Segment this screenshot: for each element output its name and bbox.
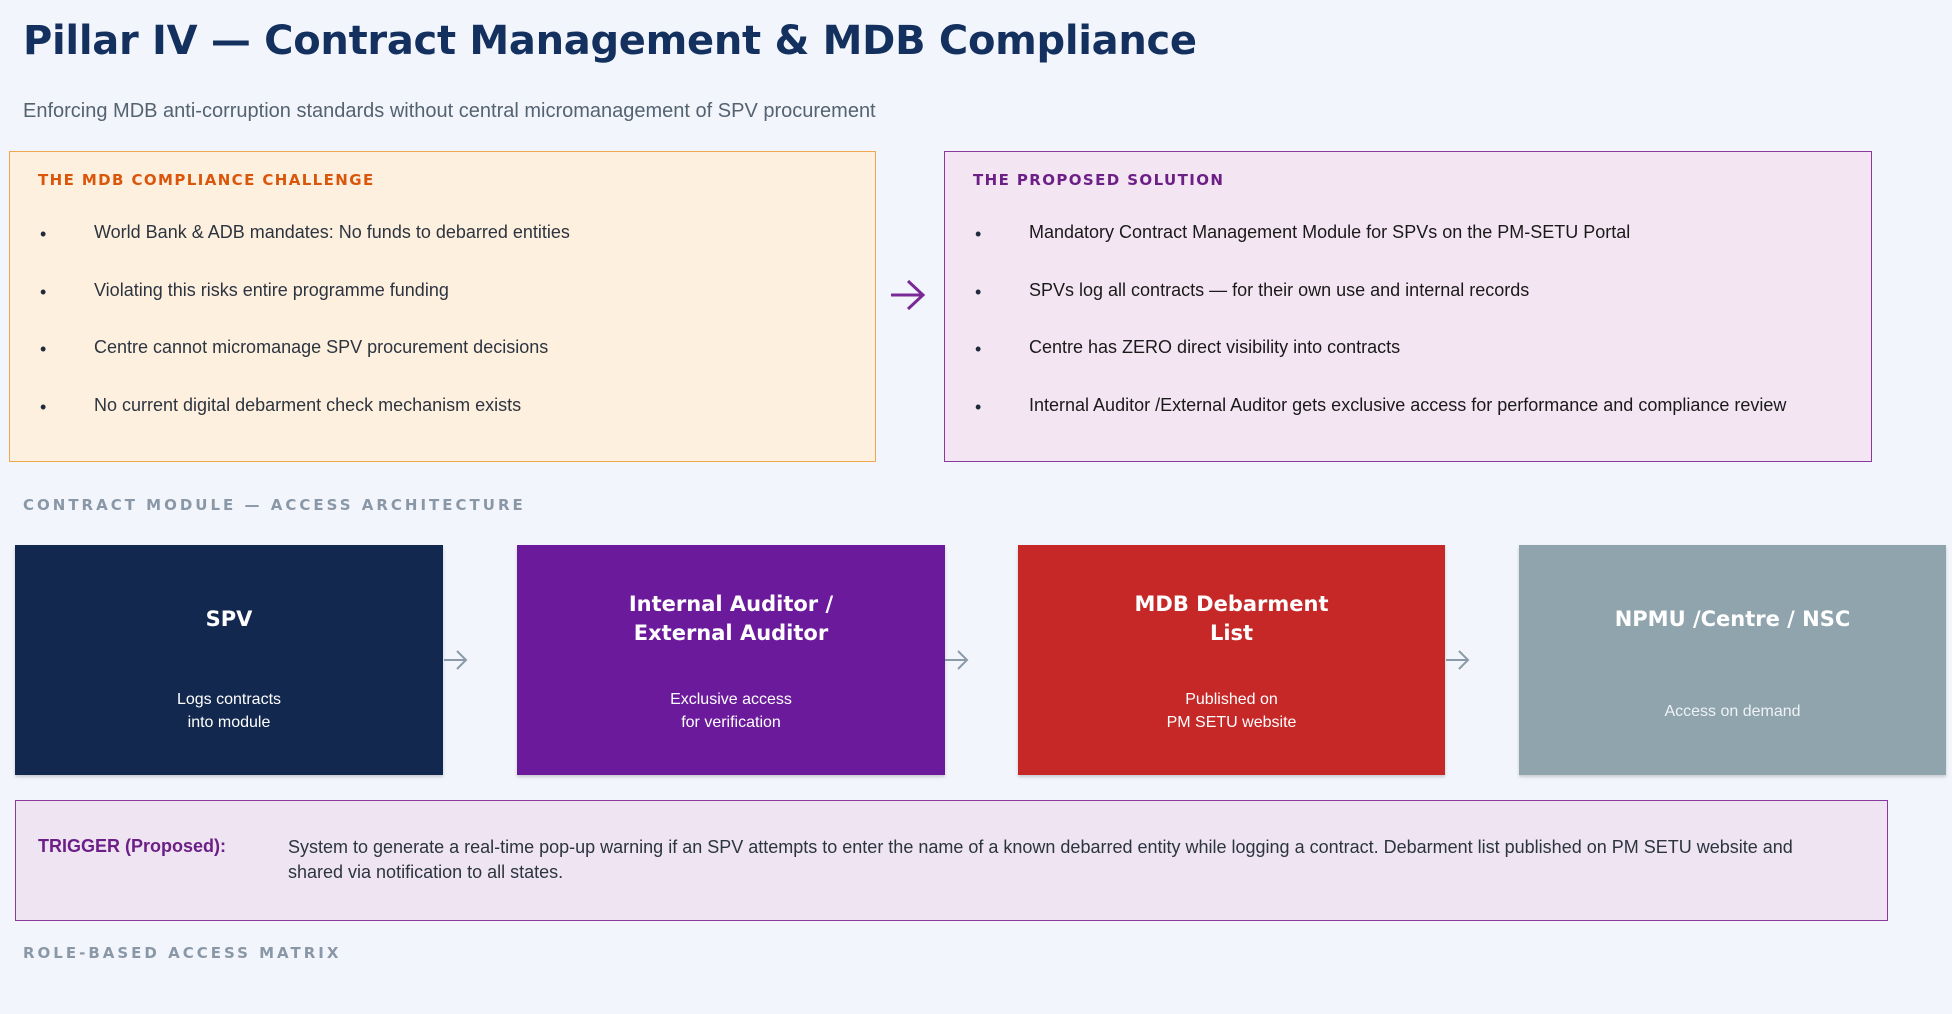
bullet-icon: • bbox=[40, 396, 47, 417]
box-title: MDB Debarment List bbox=[1134, 592, 1329, 645]
list-item: • Violating this risks entire programme … bbox=[10, 280, 875, 338]
challenge-item-text: No current digital debarment check mecha… bbox=[94, 394, 522, 415]
list-item: • World Bank & ADB mandates: No funds to… bbox=[10, 222, 875, 280]
trigger-description: System to generate a real-time pop-up wa… bbox=[288, 837, 1793, 882]
debarment-list-box: MDB Debarment List Published on PM SETU … bbox=[1018, 545, 1445, 775]
spv-box: SPV Logs contracts into module bbox=[15, 545, 443, 775]
box-title: Internal Auditor / External Auditor bbox=[628, 592, 834, 645]
trigger-label: TRIGGER (Proposed): bbox=[38, 836, 226, 856]
list-item: • No current digital debarment check mec… bbox=[10, 395, 875, 453]
arrow-right-icon bbox=[891, 279, 926, 311]
arrow-right-icon bbox=[1446, 650, 1470, 670]
bullet-icon: • bbox=[975, 396, 982, 417]
architecture-section-label: CONTRACT MODULE — ACCESS ARCHITECTURE bbox=[23, 496, 526, 514]
matrix-section-label: ROLE-BASED ACCESS MATRIX bbox=[23, 944, 342, 962]
solution-panel: THE PROPOSED SOLUTION • Mandatory Contra… bbox=[944, 151, 1872, 462]
arrow-right-icon bbox=[945, 650, 969, 670]
trigger-callout: TRIGGER (Proposed): System to generate a… bbox=[15, 800, 1888, 921]
challenge-item-text: World Bank & ADB mandates: No funds to d… bbox=[94, 222, 570, 242]
list-item: • Centre has ZERO direct visibility into… bbox=[945, 337, 1871, 395]
solution-item-text: SPVs log all contracts — for their own u… bbox=[1029, 279, 1530, 300]
npmu-centre-box: NPMU /Centre / NSC Access on demand bbox=[1519, 545, 1946, 775]
challenge-heading: THE MDB COMPLIANCE CHALLENGE bbox=[38, 171, 375, 189]
solution-item-text: Mandatory Contract Management Module for… bbox=[1029, 222, 1631, 242]
box-description: Exclusive access for verification bbox=[670, 691, 792, 731]
auditor-box: Internal Auditor / External Auditor Excl… bbox=[517, 545, 945, 775]
box-title: SPV bbox=[205, 607, 253, 631]
list-item: • Internal Auditor /External Auditor get… bbox=[945, 395, 1871, 453]
solution-item-text: Centre has ZERO direct visibility into c… bbox=[1029, 337, 1401, 357]
box-description: Logs contracts into module bbox=[176, 691, 282, 731]
bullet-icon: • bbox=[975, 281, 982, 302]
challenge-list: • World Bank & ADB mandates: No funds to… bbox=[10, 222, 875, 452]
arrow-right-icon bbox=[444, 650, 468, 670]
box-description: Access on demand bbox=[1664, 703, 1801, 720]
bullet-icon: • bbox=[975, 339, 982, 359]
list-item: • Mandatory Contract Management Module f… bbox=[945, 222, 1871, 280]
page-subtitle: Enforcing MDB anti-corruption standards … bbox=[23, 100, 876, 122]
bullet-icon: • bbox=[975, 224, 982, 244]
solution-item-text: Internal Auditor /External Auditor gets … bbox=[1029, 394, 1787, 415]
challenge-panel: THE MDB COMPLIANCE CHALLENGE • World Ban… bbox=[9, 151, 876, 462]
bullet-icon: • bbox=[40, 224, 47, 244]
list-item: • Centre cannot micromanage SPV procurem… bbox=[10, 337, 875, 395]
challenge-item-text: Centre cannot micromanage SPV procuremen… bbox=[94, 337, 549, 357]
solution-heading: THE PROPOSED SOLUTION bbox=[973, 171, 1225, 189]
page-title: Pillar IV — Contract Management & MDB Co… bbox=[23, 18, 1197, 64]
list-item: • SPVs log all contracts — for their own… bbox=[945, 280, 1871, 338]
bullet-icon: • bbox=[40, 281, 47, 302]
box-title: NPMU /Centre / NSC bbox=[1614, 607, 1851, 631]
solution-list: • Mandatory Contract Management Module f… bbox=[945, 222, 1871, 452]
challenge-item-text: Violating this risks entire programme fu… bbox=[94, 279, 449, 300]
box-description: Published on PM SETU website bbox=[1166, 691, 1297, 731]
bullet-icon: • bbox=[40, 339, 47, 359]
